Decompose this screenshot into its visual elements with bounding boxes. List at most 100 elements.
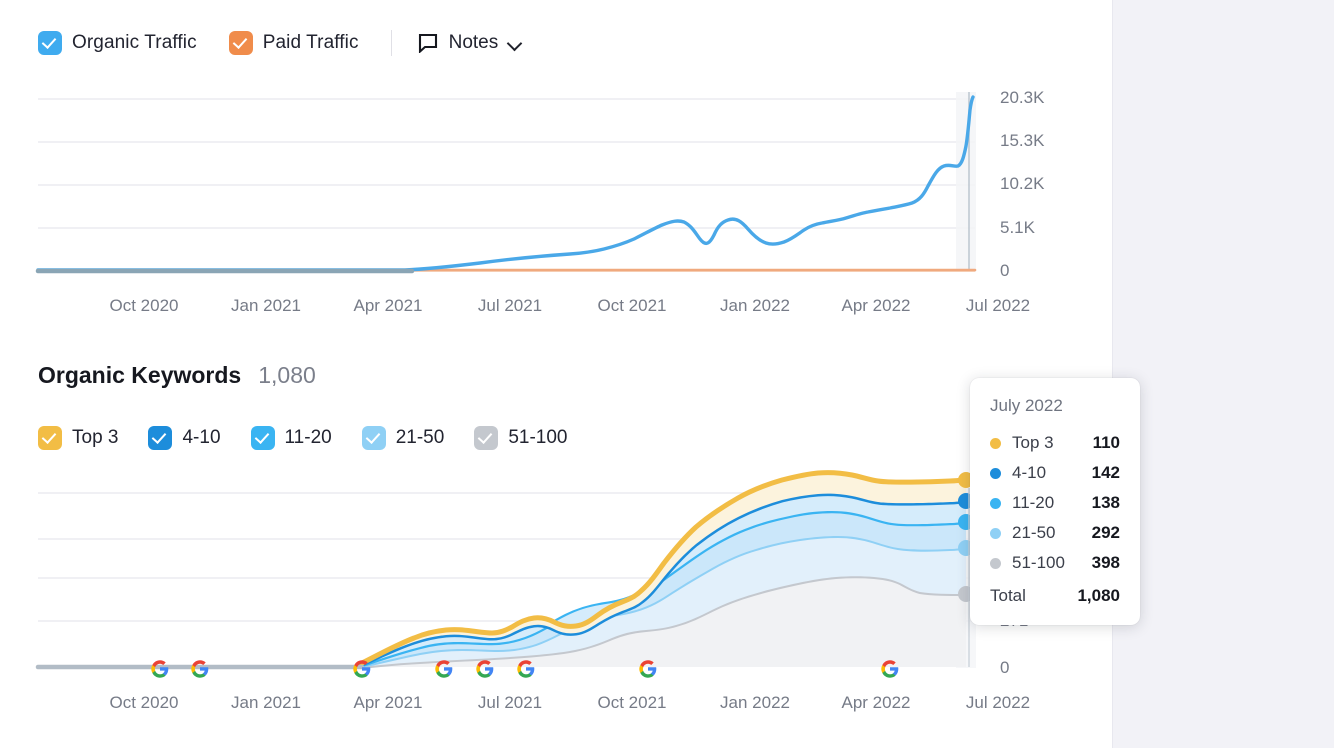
xtick-traffic-0: Oct 2020 <box>109 296 179 315</box>
legend-item-11-20[interactable]: 11-20 <box>250 426 332 450</box>
keywords-tooltip: July 2022 Top 3 110 4-10 142 11-20 138 2… <box>970 378 1140 625</box>
tooltip-value-51-100: 398 <box>1091 553 1120 572</box>
organic-traffic-label: Organic Traffic <box>72 32 197 53</box>
paid-traffic-label: Paid Traffic <box>262 32 359 53</box>
4-10-checkbox[interactable] <box>148 426 173 450</box>
series-top-3-line <box>359 470 969 666</box>
tooltip-label-total: Total <box>990 586 1026 605</box>
top-3-checkbox[interactable] <box>38 426 62 450</box>
legend-item-paid-traffic[interactable]: Paid Traffic <box>228 31 359 55</box>
google-update-icon[interactable] <box>639 660 658 679</box>
tooltip-date: July 2022 <box>990 396 1063 415</box>
google-update-icon[interactable] <box>151 660 170 679</box>
hover-band <box>956 92 976 272</box>
notes-label: Notes <box>448 32 499 53</box>
xtick-keywords-3: Jul 2021 <box>477 693 543 712</box>
legend-divider <box>390 30 392 56</box>
4-10-dot <box>990 467 1001 479</box>
legend-item-21-50[interactable]: 21-50 <box>361 426 445 450</box>
paid-traffic-checkbox[interactable] <box>228 31 253 55</box>
organic-keywords-title: Organic Keywords <box>38 362 242 388</box>
keywords-x-axis: Oct 2020 Jan 2021 Apr 2021 Jul 2021 Oct … <box>0 693 1113 717</box>
ytick-traffic-0: 0 <box>1000 261 1010 280</box>
series-4-10-area <box>362 493 966 665</box>
series-top-3-area <box>362 472 966 664</box>
traffic-gridlines <box>38 98 975 229</box>
tooltip-value-11-20: 138 <box>1091 493 1120 512</box>
legend-item-51-100[interactable]: 51-100 <box>474 426 567 450</box>
xtick-keywords-1: Jan 2021 <box>231 693 301 712</box>
tooltip-value-4-10: 142 <box>1091 463 1120 482</box>
tooltip-label-51-100: 51-100 <box>1012 553 1065 572</box>
legend-item-top-3[interactable]: Top 3 <box>38 426 118 450</box>
11-20-dot <box>990 497 1001 509</box>
keywords-chart-svg <box>35 470 976 670</box>
xtick-keywords-2: Apr 2021 <box>353 693 423 712</box>
google-update-icon[interactable] <box>476 660 495 679</box>
xtick-traffic-7: Jul 2022 <box>965 296 1031 315</box>
tooltip-label-11-20: 11-20 <box>1012 493 1055 512</box>
ytick-traffic-3: 15.3K <box>1000 131 1045 150</box>
tooltip-row-11-20: 11-20 138 <box>990 488 1120 518</box>
series-11-20-area <box>362 511 966 666</box>
xtick-keywords-7: Jul 2022 <box>965 693 1031 712</box>
xtick-traffic-2: Apr 2021 <box>353 296 423 315</box>
traffic-legend: Organic Traffic Paid Traffic Notes <box>38 28 521 58</box>
traffic-chart-svg <box>35 92 977 274</box>
xtick-traffic-5: Jan 2022 <box>720 296 790 315</box>
51-100-label: 51-100 <box>508 427 568 448</box>
xtick-traffic-4: Oct 2021 <box>597 296 667 315</box>
21-50-label: 21-50 <box>395 427 445 448</box>
11-20-label: 11-20 <box>284 427 332 448</box>
tooltip-row-51-100: 51-100 398 <box>990 548 1120 578</box>
organic-keywords-heading: Organic Keywords 1,080 <box>38 362 316 389</box>
tooltip-value-top-3: 110 <box>1092 433 1120 452</box>
google-update-icon[interactable] <box>517 660 536 679</box>
xtick-keywords-5: Jan 2022 <box>720 693 790 712</box>
51-100-dot <box>990 557 1001 569</box>
tooltip-row-top-3: Top 3 110 <box>990 428 1120 458</box>
xtick-keywords-0: Oct 2020 <box>109 693 179 712</box>
organic-keywords-total: 1,080 <box>258 362 316 388</box>
21-50-checkbox[interactable] <box>361 426 386 450</box>
series-51-100-area <box>362 576 966 667</box>
tooltip-value-21-50: 292 <box>1091 523 1120 542</box>
google-update-icon[interactable] <box>435 660 454 679</box>
note-bubble-icon <box>418 33 438 54</box>
legend-item-organic-traffic[interactable]: Organic Traffic <box>38 31 197 55</box>
11-20-checkbox[interactable] <box>250 426 275 450</box>
tooltip-row-21-50: 21-50 292 <box>990 518 1120 548</box>
ytick-traffic-4: 20.3K <box>1000 88 1045 107</box>
traffic-chart[interactable]: 20.3K 15.3K 10.2K 5.1K 0 <box>0 0 1113 290</box>
4-10-label: 4-10 <box>182 427 221 448</box>
google-update-icon[interactable] <box>881 660 900 679</box>
ytick-traffic-1: 5.1K <box>1000 218 1035 237</box>
top-3-label: Top 3 <box>72 427 119 448</box>
keywords-legend: Top 3 4-10 11-20 21-50 51-100 <box>38 426 597 450</box>
xtick-keywords-4: Oct 2021 <box>597 693 667 712</box>
xtick-traffic-1: Jan 2021 <box>231 296 301 315</box>
organic-traffic-line <box>36 95 975 272</box>
tooltip-row-4-10: 4-10 142 <box>990 458 1120 488</box>
tooltip-value-total: 1,080 <box>1077 586 1120 605</box>
google-update-icon[interactable] <box>191 660 210 679</box>
tooltip-label-21-50: 21-50 <box>1012 523 1056 542</box>
xtick-keywords-6: Apr 2022 <box>841 693 911 712</box>
report-panel: Organic Traffic Paid Traffic Notes <box>0 0 1113 748</box>
xtick-traffic-6: Apr 2022 <box>841 296 911 315</box>
notes-dropdown[interactable]: Notes <box>418 32 522 54</box>
ytick-traffic-2: 10.2K <box>1000 174 1045 193</box>
series-21-50-area <box>362 536 966 667</box>
top-3-dot <box>990 437 1001 449</box>
tooltip-label-4-10: 4-10 <box>1012 463 1047 482</box>
organic-traffic-checkbox[interactable] <box>38 31 62 55</box>
keywords-chart[interactable]: 271 0 <box>0 400 1113 690</box>
tooltip-row-total: Total 1,080 <box>990 581 1120 611</box>
google-update-icon[interactable] <box>353 660 372 679</box>
legend-item-4-10[interactable]: 4-10 <box>148 426 221 450</box>
51-100-checkbox[interactable] <box>474 426 499 450</box>
xtick-traffic-3: Jul 2021 <box>477 296 543 315</box>
tooltip-label-top-3: Top 3 <box>1012 433 1054 452</box>
21-50-dot <box>990 527 1001 539</box>
